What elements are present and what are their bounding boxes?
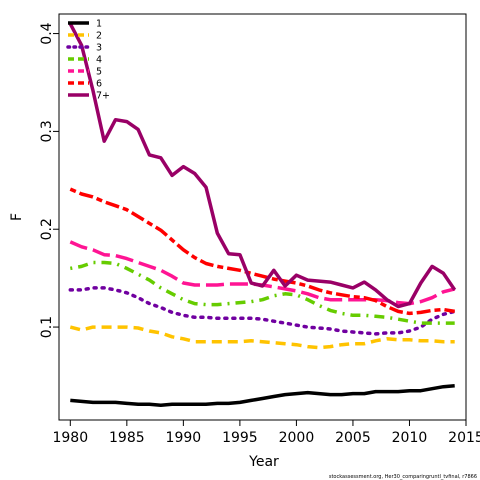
series-line-4	[69, 260, 455, 325]
x-tick-label: 2000	[279, 430, 315, 446]
x-tick-label: 2010	[392, 430, 428, 446]
legend-label: 2	[96, 31, 102, 42]
x-tick-label: 1995	[222, 430, 258, 446]
y-tick-label: 0.1	[39, 316, 55, 338]
y-axis-label: F	[9, 213, 25, 221]
series-line-6	[69, 187, 455, 316]
legend-label: 6	[96, 79, 102, 90]
y-tick-label: 0.4	[39, 22, 55, 44]
series-line-2	[69, 325, 455, 350]
series-line-7plus	[68, 22, 457, 309]
footnote: stockassessment.org, Her30_comparingrunt…	[329, 474, 477, 480]
x-tick-label: 2005	[335, 430, 371, 446]
plot-frame	[58, 13, 467, 421]
legend-label: 3	[96, 43, 102, 54]
y-tick-label: 0.3	[39, 120, 55, 142]
series-line-1	[70, 384, 455, 408]
y-tick-label: 0.2	[39, 218, 55, 240]
legend-label: 5	[96, 67, 102, 78]
legend-label: 7+	[96, 91, 110, 102]
series-layer	[68, 22, 457, 408]
axis-ticks: 1980 1985 1990 1995 2000 2005 2010 2015 0.1 0.2 0.…	[39, 22, 480, 446]
x-tick-label: 1990	[166, 430, 202, 446]
x-tick-label: 1985	[109, 430, 145, 446]
legend-label: 4	[96, 55, 102, 66]
legend-label: 1	[96, 19, 102, 30]
x-axis-label: Year	[248, 454, 279, 470]
series-line-3	[68, 286, 457, 336]
x-tick-label: 1980	[52, 430, 88, 446]
x-tick-label: 2015	[448, 430, 480, 446]
